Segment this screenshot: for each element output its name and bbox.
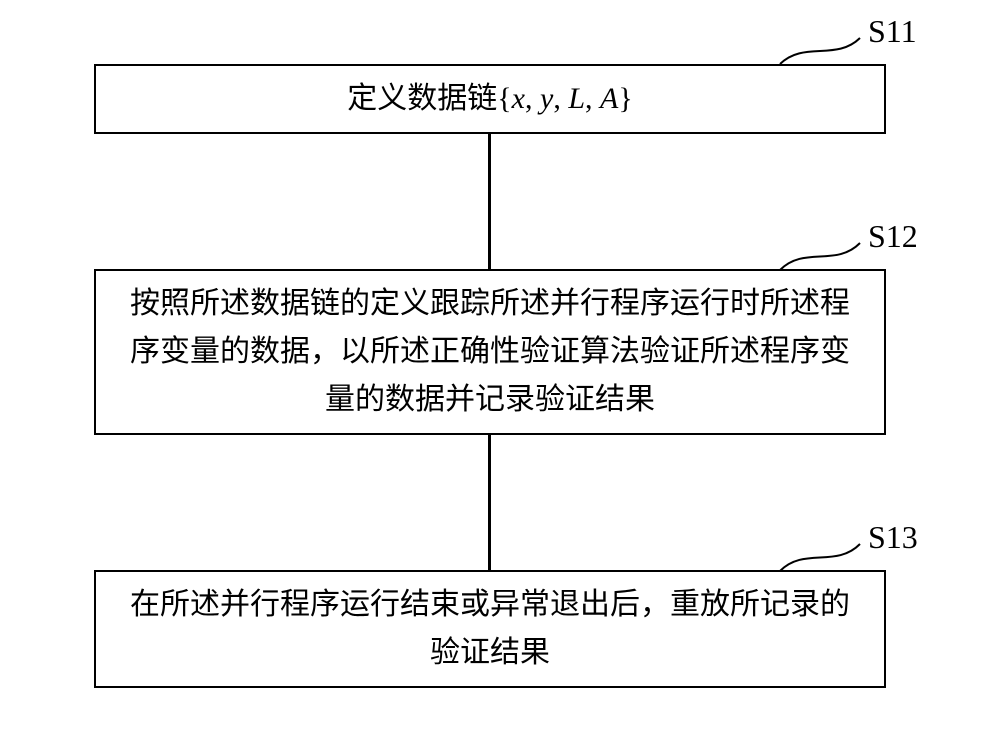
step-label-s11: S11 bbox=[868, 13, 917, 50]
step-label-s13: S13 bbox=[868, 519, 918, 556]
flowchart-canvas: 定义数据链{x, y, L, A} 按照所述数据链的定义跟踪所述并行程序运行时所述… bbox=[0, 0, 1000, 749]
lead-line-s13 bbox=[770, 534, 870, 581]
node-text: 定义数据链{x, y, L, A} bbox=[347, 75, 632, 123]
flowchart-node-n2: 按照所述数据链的定义跟踪所述并行程序运行时所述程序变量的数据，以所述正确性验证算… bbox=[94, 269, 886, 435]
node-text: 在所述并行程序运行结束或异常退出后，重放所记录的验证结果 bbox=[116, 581, 864, 677]
lead-line-s12 bbox=[770, 233, 870, 280]
flowchart-node-n3: 在所述并行程序运行结束或异常退出后，重放所记录的验证结果 bbox=[94, 570, 886, 688]
node-text: 按照所述数据链的定义跟踪所述并行程序运行时所述程序变量的数据，以所述正确性验证算… bbox=[116, 280, 864, 424]
flowchart-edge-n1-n2 bbox=[488, 134, 491, 269]
lead-line-s11 bbox=[770, 28, 870, 74]
flowchart-edge-n2-n3 bbox=[488, 435, 491, 570]
flowchart-node-n1: 定义数据链{x, y, L, A} bbox=[94, 64, 886, 134]
step-label-s12: S12 bbox=[868, 218, 918, 255]
